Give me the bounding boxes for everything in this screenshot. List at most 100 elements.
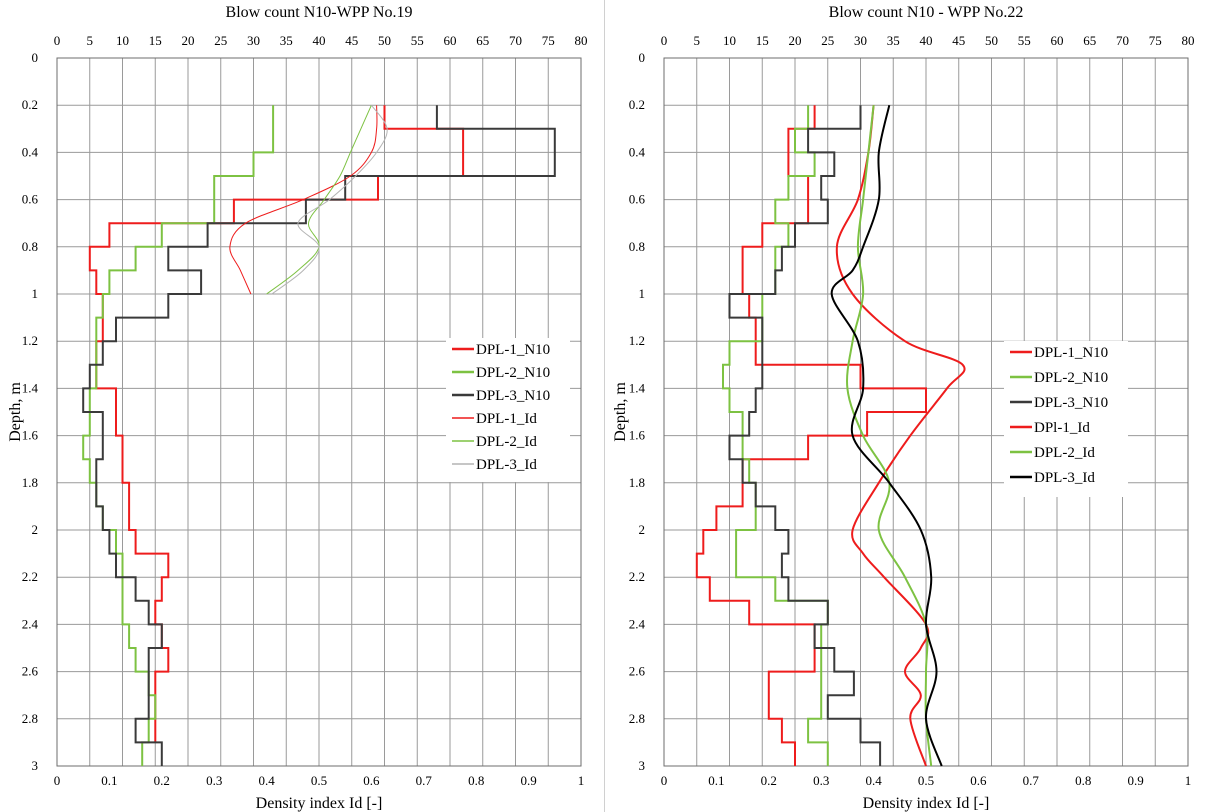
y-axis-tick-label: 0.4 — [629, 144, 646, 159]
series-group — [82, 104, 556, 766]
y-axis-tick-label: 1.4 — [22, 380, 39, 395]
y-axis-tick-label: 3 — [32, 758, 39, 773]
series-line-dpl-1-n10 — [88, 105, 465, 743]
legend-entry: DPL-2_N10 — [476, 365, 550, 381]
y-axis-tick-label: 1.6 — [629, 428, 646, 443]
bottom-axis-tick-label: 0.4 — [258, 773, 275, 788]
top-axis-tick-label: 30 — [854, 33, 867, 48]
bottom-axis-tick-label: 0 — [54, 773, 61, 788]
y-axis-tick-label: 2.2 — [629, 569, 645, 584]
top-axis-tick-label: 5 — [87, 33, 94, 48]
top-axis-tick-label: 40 — [920, 33, 933, 48]
legend-entry: DPL-2_Id — [476, 434, 537, 450]
bottom-axis-tick-label: 0.9 — [520, 773, 536, 788]
tick-labels: 0 5 10 15 20 25 30 35 40 45 50 55 60 65 70 75 800 0.1 0.2 0… — [22, 33, 588, 788]
chart-svg-wpp19: 0 5 10 15 20 25 30 35 40 45 50 55 60 65 70 75 800 0.1 0.2 0… — [7, 4, 588, 812]
top-axis-tick-label: 0 — [661, 33, 668, 48]
top-axis-tick-label: 20 — [789, 33, 802, 48]
top-axis-tick-label: 50 — [985, 33, 998, 48]
legend-entry: DPL-3_N10 — [476, 388, 550, 404]
y-axis-label: Depth, m — [612, 382, 629, 442]
top-axis-tick-label: 60 — [1051, 33, 1064, 48]
top-axis-tick-label: 80 — [1182, 33, 1195, 48]
panel-divider — [604, 0, 605, 812]
y-axis-tick-label: 0.8 — [629, 239, 645, 254]
chart-title: Blow count N10 - WPP No.22 — [829, 4, 1024, 21]
chart-title: Blow count N10-WPP No.19 — [226, 4, 413, 21]
bottom-axis-tick-label: 0.8 — [468, 773, 484, 788]
top-axis-tick-label: 65 — [476, 33, 489, 48]
bottom-axis-tick-label: 0 — [661, 773, 668, 788]
top-axis-tick-label: 10 — [116, 33, 129, 48]
y-axis-tick-label: 1 — [32, 286, 39, 301]
chart-svg-wpp22: 0 5 10 15 20 25 30 35 40 45 50 55 60 65 70 75 800 0.1 0.2 0… — [612, 4, 1195, 812]
top-axis-tick-label: 15 — [149, 33, 162, 48]
series-line-dpl-3-n10 — [82, 105, 556, 766]
series-line-dpl-2-id — [266, 105, 372, 295]
bottom-axis-tick-label: 0.3 — [206, 773, 222, 788]
y-axis-tick-label: 2.8 — [629, 711, 645, 726]
series-line-dpl-1-id — [835, 105, 966, 767]
y-axis-tick-label: 0.2 — [22, 97, 38, 112]
y-axis-tick-label: 1.2 — [629, 333, 645, 348]
y-axis-tick-label: 3 — [639, 758, 646, 773]
top-axis-tick-label: 75 — [1149, 33, 1162, 48]
y-axis-tick-label: 2.4 — [22, 616, 39, 631]
y-axis-tick-label: 2.6 — [22, 664, 39, 679]
bottom-axis-tick-label: 0.6 — [970, 773, 987, 788]
top-axis-tick-label: 25 — [821, 33, 834, 48]
bottom-axis-tick-label: 0.9 — [1127, 773, 1143, 788]
y-axis-tick-label: 0.6 — [629, 192, 646, 207]
series-line-dpl-1-id — [229, 105, 378, 295]
series-line-dpl-3-id — [271, 104, 388, 295]
y-axis-tick-label: 2.8 — [22, 711, 38, 726]
bottom-axis-tick-label: 1 — [1185, 773, 1192, 788]
legend-entry: DPL-3_Id — [1034, 470, 1095, 486]
legend-entry: DPL-2_Id — [1034, 445, 1095, 461]
y-axis-tick-label: 2.4 — [629, 616, 646, 631]
y-axis-tick-label: 0.6 — [22, 192, 39, 207]
bottom-axis-tick-label: 0.7 — [1023, 773, 1040, 788]
y-axis-tick-label: 0 — [639, 50, 646, 65]
y-axis-tick-label: 1 — [639, 286, 646, 301]
legend-background — [1004, 341, 1128, 497]
series-line-dpl-2-n10 — [722, 105, 829, 766]
y-axis-tick-label: 1.8 — [629, 475, 645, 490]
legend-entry: DPL-1_N10 — [1034, 345, 1108, 361]
top-axis-tick-label: 55 — [411, 33, 424, 48]
y-axis-label: Depth, m — [7, 382, 24, 442]
bottom-axis-tick-label: 0.8 — [1075, 773, 1091, 788]
top-axis-tick-label: 60 — [444, 33, 457, 48]
y-axis-tick-label: 2 — [32, 522, 39, 537]
y-axis-tick-label: 1.2 — [22, 333, 38, 348]
bottom-axis-tick-label: 0.6 — [363, 773, 380, 788]
tick-labels: 0 5 10 15 20 25 30 35 40 45 50 55 60 65 70 75 800 0.1 0.2 0… — [629, 33, 1195, 788]
top-axis-tick-label: 45 — [345, 33, 358, 48]
top-axis-tick-label: 70 — [509, 33, 522, 48]
y-axis-tick-label: 0.4 — [22, 144, 39, 159]
y-axis-tick-label: 0.8 — [22, 239, 38, 254]
top-axis-tick-label: 70 — [1116, 33, 1129, 48]
bottom-axis-tick-label: 0.7 — [416, 773, 433, 788]
legend-entry: DPL-1_N10 — [476, 342, 550, 358]
top-axis-tick-label: 5 — [694, 33, 701, 48]
y-axis-tick-label: 1.8 — [22, 475, 38, 490]
bottom-axis-tick-label: 0.5 — [311, 773, 327, 788]
top-axis-tick-label: 50 — [378, 33, 391, 48]
y-axis-tick-label: 0.2 — [629, 97, 645, 112]
legend: DPL-1_N10 DPL-2_N10 DPL-3_N10 DPl-1_Id DPL-2… — [1004, 341, 1128, 497]
plot-frame — [56, 57, 582, 767]
top-axis-tick-label: 15 — [756, 33, 769, 48]
top-axis-tick-label: 80 — [575, 33, 588, 48]
top-axis-tick-label: 55 — [1018, 33, 1031, 48]
legend-entry: DPL-3_Id — [476, 457, 537, 473]
legend-entry: DPl-1_Id — [1034, 420, 1090, 436]
x-axis-label: Density index Id [-] — [256, 795, 383, 812]
bottom-axis-tick-label: 0.3 — [813, 773, 829, 788]
legend-entry: DPL-1_Id — [476, 411, 537, 427]
top-axis-tick-label: 0 — [54, 33, 61, 48]
y-axis-tick-label: 1.6 — [22, 428, 39, 443]
bottom-axis-tick-label: 0.1 — [101, 773, 117, 788]
y-axis-tick-label: 2 — [639, 522, 646, 537]
bottom-axis-tick-label: 0.1 — [708, 773, 724, 788]
